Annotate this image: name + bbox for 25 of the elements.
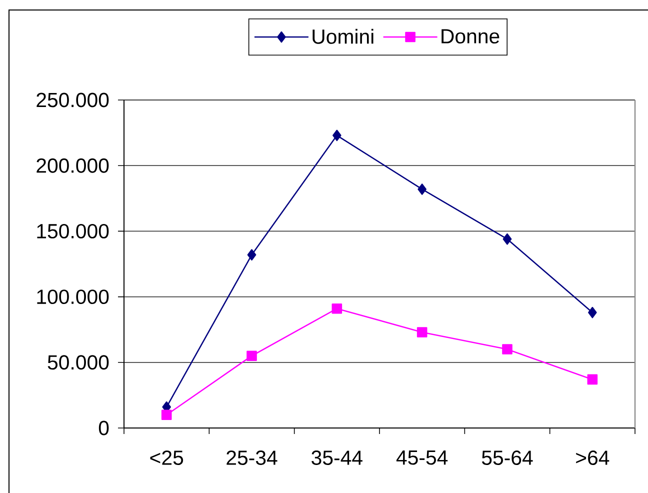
y-tick-label: 150.000 — [37, 224, 109, 238]
point — [246, 350, 257, 361]
x-tick-label: 25-34 — [226, 450, 278, 465]
x-tick-label: 55-64 — [482, 450, 533, 465]
x-tick-label: 45-54 — [396, 450, 448, 465]
point — [332, 303, 342, 314]
legend-label: Donne — [442, 29, 500, 44]
y-tick-label: 100.000 — [37, 290, 109, 304]
point — [416, 327, 428, 338]
point — [247, 249, 256, 260]
point — [587, 374, 598, 385]
y-tick-label: 200.000 — [36, 158, 109, 173]
x-tick-label: 35-44 — [312, 450, 362, 465]
point — [161, 410, 172, 420]
point — [502, 233, 512, 245]
y-tick-label: 0 — [98, 420, 109, 436]
y-tick-label: 50.000 — [48, 355, 109, 370]
point — [502, 344, 512, 354]
point — [418, 184, 426, 195]
legend-label: Uomini — [312, 28, 374, 44]
x-tick-label: >64 — [576, 450, 610, 465]
y-tick-label: 250.000 — [36, 92, 109, 108]
point — [332, 130, 342, 142]
x-tick-label: <25 — [150, 450, 184, 465]
point — [588, 306, 597, 318]
